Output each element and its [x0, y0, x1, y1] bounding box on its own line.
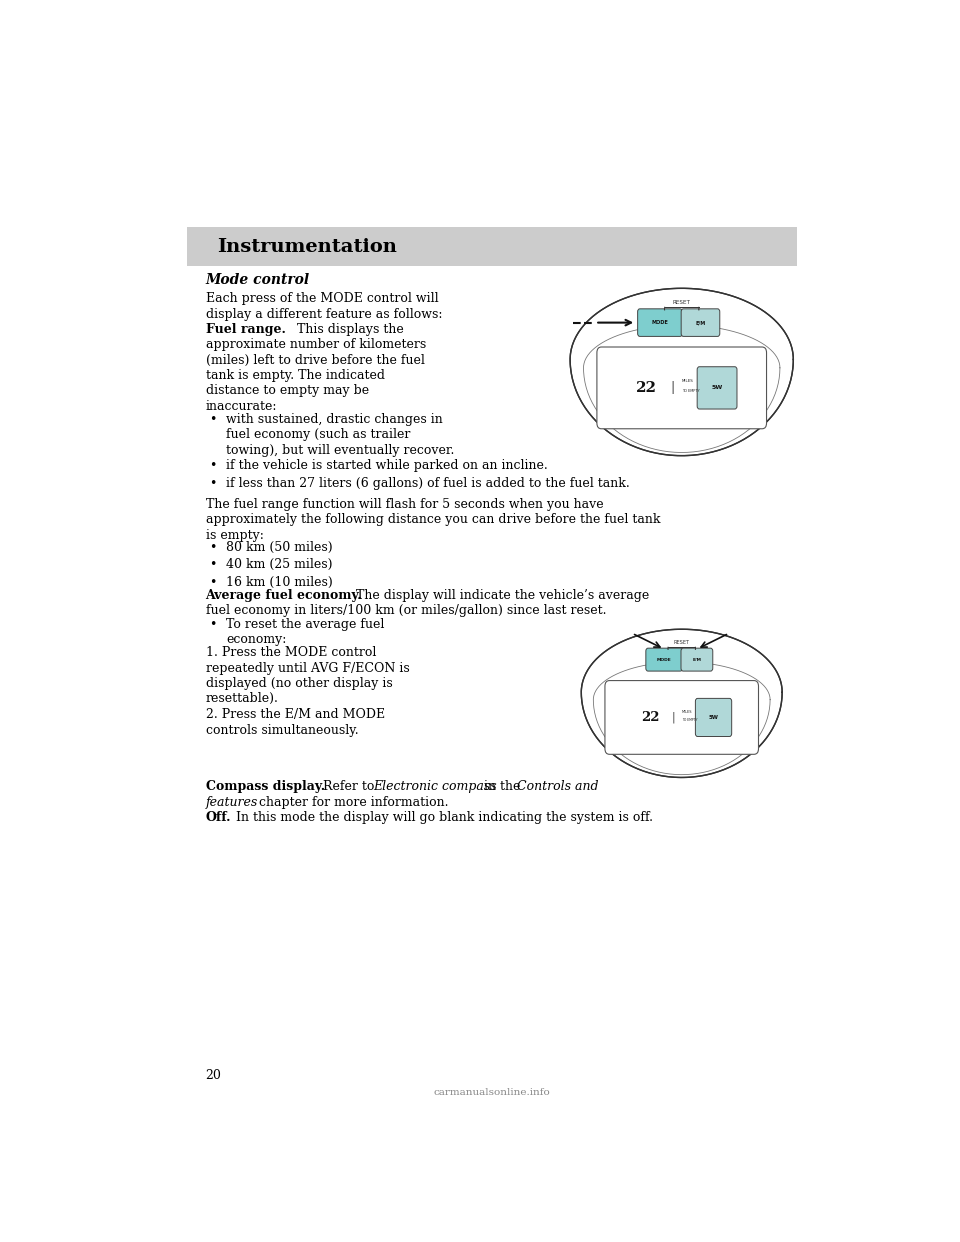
Text: Electronic compass: Electronic compass	[372, 780, 496, 794]
Text: (miles) left to drive before the fuel: (miles) left to drive before the fuel	[205, 354, 424, 366]
Text: •: •	[209, 559, 217, 571]
Text: •: •	[209, 617, 217, 631]
Text: economy:: economy:	[227, 633, 287, 646]
Text: RESET: RESET	[673, 301, 691, 306]
Text: Average fuel economy.: Average fuel economy.	[205, 589, 362, 602]
Text: •: •	[209, 477, 217, 491]
Text: approximate number of kilometers: approximate number of kilometers	[205, 338, 426, 351]
Text: This displays the: This displays the	[293, 323, 403, 337]
Text: Instrumentation: Instrumentation	[217, 237, 396, 256]
FancyBboxPatch shape	[681, 648, 712, 671]
Text: MILES: MILES	[682, 379, 693, 384]
Text: 16 km (10 miles): 16 km (10 miles)	[227, 575, 333, 589]
Text: displayed (no other display is: displayed (no other display is	[205, 677, 393, 691]
Text: chapter for more information.: chapter for more information.	[255, 796, 449, 809]
Text: •: •	[209, 542, 217, 554]
Text: •: •	[209, 458, 217, 472]
Text: Controls and: Controls and	[516, 780, 598, 794]
Text: repeatedly until AVG F/ECON is: repeatedly until AVG F/ECON is	[205, 662, 409, 674]
Text: in the: in the	[480, 780, 524, 794]
Text: TO EMPTY: TO EMPTY	[682, 389, 699, 394]
FancyBboxPatch shape	[695, 698, 732, 737]
FancyBboxPatch shape	[597, 347, 766, 428]
Text: 22: 22	[636, 381, 657, 395]
Text: MODE: MODE	[652, 320, 668, 325]
Text: 22: 22	[640, 710, 660, 724]
Text: The fuel range function will flash for 5 seconds when you have: The fuel range function will flash for 5…	[205, 498, 603, 512]
Text: 40 km (25 miles): 40 km (25 miles)	[227, 559, 333, 571]
Text: is empty:: is empty:	[205, 529, 263, 542]
Text: •: •	[209, 414, 217, 426]
Text: 20: 20	[205, 1069, 222, 1082]
Text: Refer to: Refer to	[320, 780, 379, 794]
Text: MODE: MODE	[657, 657, 671, 662]
FancyBboxPatch shape	[646, 648, 683, 671]
Text: towing), but will eventually recover.: towing), but will eventually recover.	[227, 443, 455, 457]
Text: tank is empty. The indicated: tank is empty. The indicated	[205, 369, 385, 383]
Text: distance to empty may be: distance to empty may be	[205, 384, 369, 397]
Polygon shape	[570, 288, 793, 456]
Text: 1. Press the MODE control: 1. Press the MODE control	[205, 646, 376, 660]
Text: 5W: 5W	[711, 385, 723, 390]
Text: features: features	[205, 796, 258, 809]
Text: Compass display.: Compass display.	[205, 780, 324, 794]
FancyBboxPatch shape	[637, 309, 683, 337]
FancyBboxPatch shape	[605, 681, 758, 754]
Text: carmanualsonline.info: carmanualsonline.info	[434, 1088, 550, 1097]
Text: •: •	[209, 575, 217, 589]
Text: 5W: 5W	[708, 715, 718, 720]
Polygon shape	[582, 630, 782, 777]
Text: E/M: E/M	[692, 657, 702, 662]
Text: In this mode the display will go blank indicating the system is off.: In this mode the display will go blank i…	[231, 811, 653, 823]
FancyBboxPatch shape	[682, 309, 720, 337]
Text: if less than 27 liters (6 gallons) of fuel is added to the fuel tank.: if less than 27 liters (6 gallons) of fu…	[227, 477, 630, 491]
Text: Mode control: Mode control	[205, 273, 310, 287]
Text: fuel economy (such as trailer: fuel economy (such as trailer	[227, 428, 411, 441]
Text: Each press of the MODE control will: Each press of the MODE control will	[205, 293, 438, 306]
Text: Off.: Off.	[205, 811, 231, 823]
Text: |: |	[670, 381, 674, 395]
Text: with sustained, drastic changes in: with sustained, drastic changes in	[227, 414, 444, 426]
Text: MILES: MILES	[682, 709, 692, 713]
Text: 2. Press the E/M and MODE: 2. Press the E/M and MODE	[205, 708, 385, 722]
Text: RESET: RESET	[674, 641, 689, 646]
Text: controls simultaneously.: controls simultaneously.	[205, 724, 358, 737]
FancyBboxPatch shape	[697, 366, 737, 409]
Text: To reset the average fuel: To reset the average fuel	[227, 617, 385, 631]
Text: TO EMPTY: TO EMPTY	[682, 718, 697, 723]
Bar	[187, 227, 797, 266]
Text: |: |	[671, 712, 675, 723]
Text: Fuel range.: Fuel range.	[205, 323, 285, 337]
Text: E/M: E/M	[695, 320, 706, 325]
Text: fuel economy in liters/100 km (or miles/gallon) since last reset.: fuel economy in liters/100 km (or miles/…	[205, 605, 606, 617]
Text: if the vehicle is started while parked on an incline.: if the vehicle is started while parked o…	[227, 458, 548, 472]
Text: approximately the following distance you can drive before the fuel tank: approximately the following distance you…	[205, 513, 660, 527]
Text: inaccurate:: inaccurate:	[205, 400, 277, 412]
Text: resettable).: resettable).	[205, 692, 278, 705]
Text: display a different feature as follows:: display a different feature as follows:	[205, 308, 442, 320]
Text: The display will indicate the vehicle’s average: The display will indicate the vehicle’s …	[352, 589, 649, 602]
Text: 80 km (50 miles): 80 km (50 miles)	[227, 542, 333, 554]
